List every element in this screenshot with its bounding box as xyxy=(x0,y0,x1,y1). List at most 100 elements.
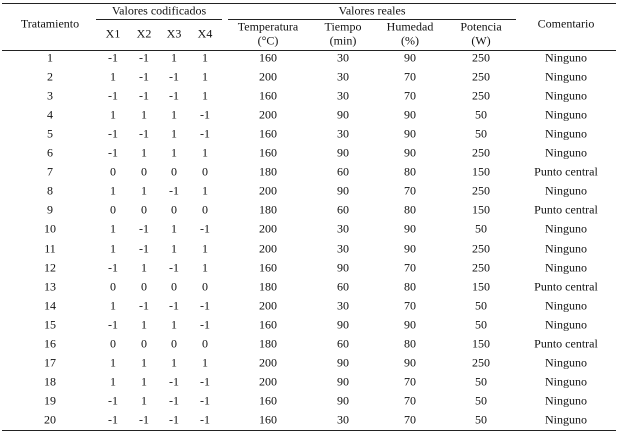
table-cell: 1 xyxy=(171,50,177,65)
table-cell: Ninguno xyxy=(545,69,587,84)
table-cell: 70 xyxy=(404,183,416,198)
table-cell: 250 xyxy=(472,145,490,160)
table-cell: Ninguno xyxy=(545,260,587,275)
table-cell: 90 xyxy=(337,317,349,332)
table-cell: 9 xyxy=(47,202,53,217)
table-cell: 90 xyxy=(337,260,349,275)
table-cell: 30 xyxy=(337,241,349,255)
table-cell: 4 xyxy=(47,107,53,122)
table-cell: 7 xyxy=(47,164,53,179)
table-cell: -1 xyxy=(108,126,118,141)
table-cell: 11 xyxy=(44,241,56,255)
table-cell: 1 xyxy=(110,107,116,122)
table-cell: 1 xyxy=(202,88,208,103)
table-cell: -1 xyxy=(169,69,179,84)
table-cell: 1 xyxy=(202,355,208,370)
table-cell: 200 xyxy=(259,221,277,236)
table-cell: 180 xyxy=(259,336,277,351)
table-cell: 60 xyxy=(337,164,349,179)
table-cell: 0 xyxy=(202,202,208,217)
table-cell: Ninguno xyxy=(545,145,587,160)
header-cell: Comentario xyxy=(537,16,595,31)
table-cell: 50 xyxy=(475,317,487,332)
table-cell: -1 xyxy=(139,298,149,313)
table-cell: 50 xyxy=(475,107,487,122)
table-cell: 250 xyxy=(472,260,490,275)
table-cell: -1 xyxy=(200,298,210,313)
table-cell: 200 xyxy=(259,241,277,255)
table-cell: 250 xyxy=(472,241,490,255)
group-header: Valores codificados xyxy=(111,3,207,18)
table-cell: Ninguno xyxy=(545,298,587,313)
table-cell: 70 xyxy=(404,298,416,313)
table-cell: 1 xyxy=(202,241,208,255)
table-cell: 160 xyxy=(259,145,277,160)
table-cell: 180 xyxy=(259,202,277,217)
table-cell: 50 xyxy=(475,221,487,236)
group-rule xyxy=(96,19,222,20)
table-cell: 50 xyxy=(475,374,487,389)
table-cell: 1 xyxy=(141,393,147,408)
table-cell: 150 xyxy=(472,202,490,217)
table-cell: 2 xyxy=(47,69,53,84)
column-header: (°C) xyxy=(257,33,279,48)
table-cell: 0 xyxy=(110,202,116,217)
table-cell: Ninguno xyxy=(545,50,587,65)
table-cell: 12 xyxy=(44,260,56,275)
table-cell: 160 xyxy=(259,393,277,408)
table-cell: 90 xyxy=(337,107,349,122)
table-cell: 0 xyxy=(171,279,177,294)
table-cell: 1 xyxy=(171,355,177,370)
table-cell: Ninguno xyxy=(545,374,587,389)
table-cell: 1 xyxy=(141,374,147,389)
table-cell: 70 xyxy=(404,393,416,408)
table-cell: 19 xyxy=(44,393,56,408)
table-cell: 200 xyxy=(259,69,277,84)
table-cell: 160 xyxy=(259,317,277,332)
table-cell: 70 xyxy=(404,88,416,103)
table-cell: 18 xyxy=(44,374,56,389)
table-cell: 30 xyxy=(337,126,349,141)
table-cell: 150 xyxy=(472,279,490,294)
table-cell: 1 xyxy=(110,374,116,389)
table-cell: 1 xyxy=(110,298,116,313)
table-cell: 70 xyxy=(404,412,416,427)
table-cell: -1 xyxy=(139,50,149,65)
table-cell: 20 xyxy=(44,412,56,427)
table-cell: 150 xyxy=(472,336,490,351)
column-header: X4 xyxy=(197,26,213,41)
column-header: Potencia xyxy=(460,19,502,34)
table-cell: 90 xyxy=(404,145,416,160)
table-cell: Ninguno xyxy=(545,88,587,103)
table-cell: 70 xyxy=(404,69,416,84)
table-cell: Ninguno xyxy=(545,221,587,236)
group-header: Valores reales xyxy=(338,3,406,18)
table-cell: 160 xyxy=(259,88,277,103)
table-cell: 1 xyxy=(141,355,147,370)
table-cell: 1 xyxy=(171,241,177,255)
table-cell: 80 xyxy=(404,336,416,351)
table-cell: 6 xyxy=(47,145,53,160)
table-cell: Punto central xyxy=(534,202,598,217)
table-cell: 180 xyxy=(259,164,277,179)
table-cell: 1 xyxy=(202,183,208,198)
table-cell: 16 xyxy=(44,336,56,351)
table-cell: 80 xyxy=(404,279,416,294)
table-cell: 90 xyxy=(404,317,416,332)
table-cell: 1 xyxy=(141,183,147,198)
table-cell: 1 xyxy=(110,69,116,84)
table-cell: 5 xyxy=(47,126,53,141)
table-cell: 1 xyxy=(202,69,208,84)
table-cell: -1 xyxy=(139,69,149,84)
column-header: Tiempo xyxy=(324,19,362,34)
column-header: Temperatura xyxy=(237,19,299,34)
table-cell: 250 xyxy=(472,183,490,198)
header-cell: Tratamiento xyxy=(20,16,80,31)
table-cell: 70 xyxy=(404,374,416,389)
header-rule xyxy=(2,50,616,51)
table-cell: Ninguno xyxy=(545,393,587,408)
table-cell: -1 xyxy=(108,260,118,275)
table-cell: 50 xyxy=(475,298,487,313)
table-cell: 200 xyxy=(259,355,277,370)
